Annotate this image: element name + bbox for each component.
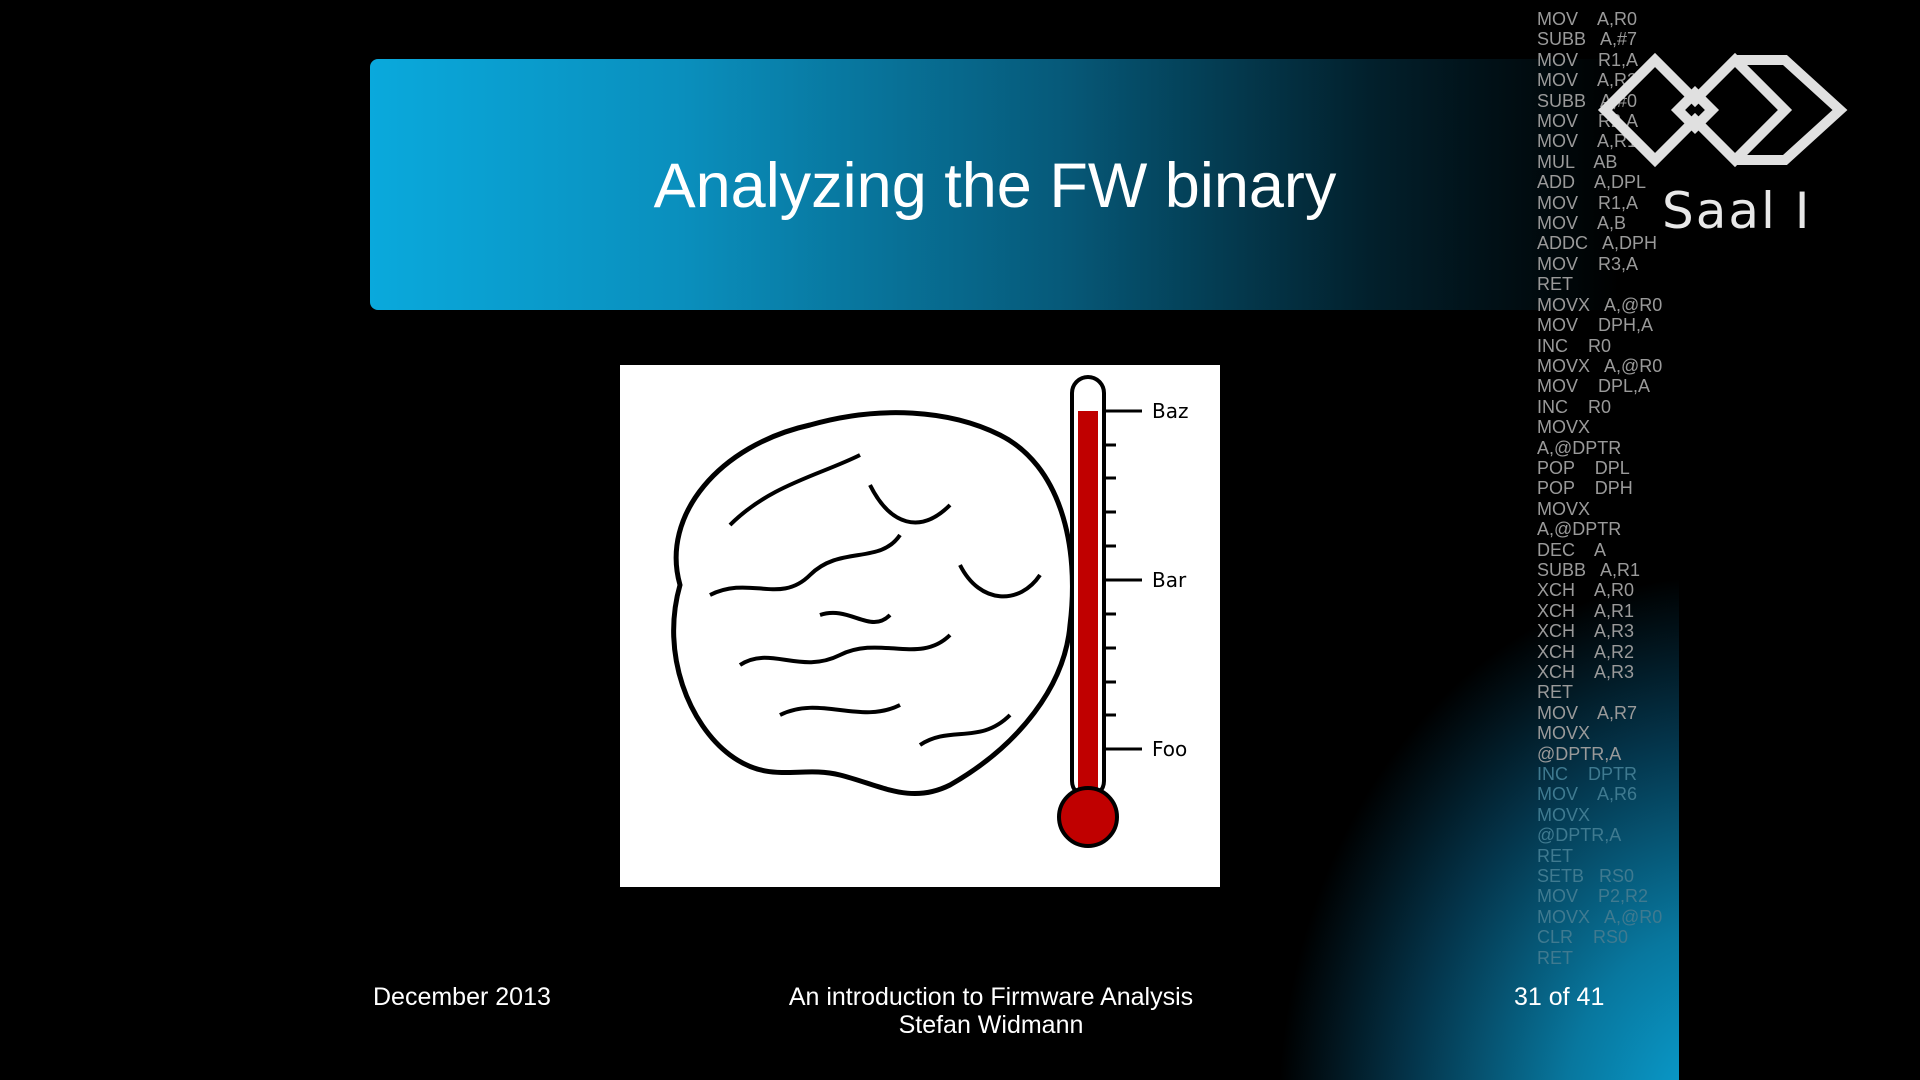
footer-date: December 2013 xyxy=(373,983,551,1011)
code-line: MOV DPH,A xyxy=(1537,315,1654,336)
code-line: DEC A xyxy=(1537,539,1607,560)
code-line: SUBB A,R1 xyxy=(1537,559,1641,580)
side-margin xyxy=(1679,0,1920,1080)
brain-thermometer-figure: Baz Bar Foo xyxy=(620,365,1220,887)
scale-label: Foo xyxy=(1152,737,1187,761)
code-line: XCH A,R0 xyxy=(1537,580,1635,601)
code-line: @DPTR,A xyxy=(1537,743,1622,764)
code-line: MOVX xyxy=(1537,417,1591,438)
code-line: MOV A,B xyxy=(1537,213,1627,234)
code-line: MOV A,R6 xyxy=(1537,784,1638,805)
code-line: INC R0 xyxy=(1537,396,1612,417)
code-line: SETB RS0 xyxy=(1537,866,1635,887)
code-line: XCH A,R1 xyxy=(1537,600,1635,621)
footer-page: 31 of 41 xyxy=(1514,983,1605,1011)
code-line: CLR RS0 xyxy=(1537,927,1629,948)
code-line: MOV A,R7 xyxy=(1537,702,1638,723)
footer-author: Stefan Widmann xyxy=(898,1011,1084,1039)
code-line: MOVX A,@R0 xyxy=(1537,906,1663,927)
thermometer: Baz Bar Foo xyxy=(1057,375,1188,848)
code-line: MOV R1,A xyxy=(1537,192,1639,213)
code-line: ADDC A,DPH xyxy=(1537,233,1658,254)
scale-label: Bar xyxy=(1152,568,1187,592)
code-line: MOV P2,R2 xyxy=(1537,886,1649,907)
code-line: A,@DPTR xyxy=(1537,519,1622,540)
title-bar xyxy=(370,59,1620,310)
code-line: ADD A,DPL xyxy=(1537,172,1647,193)
code-line: SUBB A,#7 xyxy=(1537,29,1638,50)
code-line: POP DPH xyxy=(1537,478,1633,499)
scale-label: Baz xyxy=(1152,399,1188,423)
logo-mark xyxy=(1597,52,1848,168)
code-line: MOVX xyxy=(1537,804,1591,825)
code-line: MOV A,R0 xyxy=(1537,9,1638,29)
code-line: MUL AB xyxy=(1537,151,1618,172)
brain xyxy=(671,410,1075,797)
code-line: INC R0 xyxy=(1537,335,1612,356)
code-line: MOVX A,@R0 xyxy=(1537,294,1663,315)
code-line: POP DPL xyxy=(1537,457,1630,478)
code-line: MOVX xyxy=(1537,498,1591,519)
code-line: XCH A,R3 xyxy=(1537,621,1635,642)
code-line: XCH A,R3 xyxy=(1537,662,1635,682)
code-line: XCH A,R2 xyxy=(1537,641,1635,662)
code-line: MOV R1,A xyxy=(1537,49,1639,70)
code-line: MOV DPL,A xyxy=(1537,376,1651,397)
code-line: RET xyxy=(1537,845,1573,866)
slide-title: Analyzing the FW binary xyxy=(653,151,1337,221)
assembly-overlay: MOV A,R0 SUBB A,#7 MOV R1,A MOV A,R2 SUBB A,… xyxy=(1537,9,1662,968)
code-line: MOV R3,A xyxy=(1537,253,1639,274)
code-line: @DPTR,A xyxy=(1537,825,1622,846)
code-line: MOVX xyxy=(1537,723,1591,744)
code-line: INC DPTR xyxy=(1537,764,1638,785)
footer-talk: An introduction to Firmware Analysis xyxy=(788,983,1194,1011)
logo-text: Saal I xyxy=(1662,182,1812,240)
code-line: RET xyxy=(1537,274,1573,295)
code-line: MOVX A,@R0 xyxy=(1537,355,1663,376)
code-line: RET xyxy=(1537,682,1573,703)
code-line: A,@DPTR xyxy=(1537,437,1622,458)
code-line: RET xyxy=(1537,947,1573,968)
